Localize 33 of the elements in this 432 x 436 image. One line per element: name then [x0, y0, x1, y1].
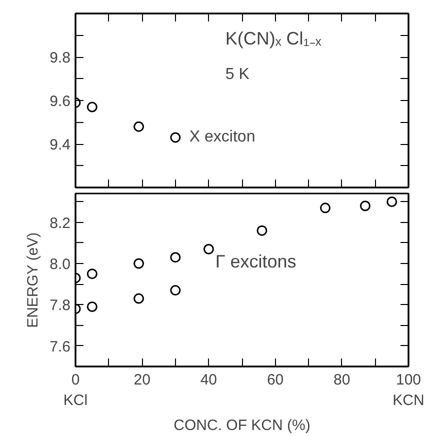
y-tick-label: 9.8	[50, 50, 71, 66]
point	[134, 258, 144, 269]
point	[386, 196, 398, 207]
point	[86, 268, 98, 280]
annotation: 5 K	[225, 66, 250, 84]
point	[360, 200, 370, 212]
point	[86, 302, 98, 312]
point	[86, 102, 98, 112]
y-tick-label: 7.8	[50, 297, 71, 314]
x-tick-label: 40	[200, 372, 218, 388]
annotation: K(CN)ₓ Cl₁₋ₓ	[225, 28, 322, 48]
y-tick-label: 7.6	[50, 338, 71, 356]
x-tick-label: 60	[266, 372, 284, 388]
point	[203, 244, 214, 254]
point	[256, 225, 268, 236]
point	[134, 293, 144, 304]
annotation: Γ excitons	[215, 251, 296, 272]
annotation: X exciton	[189, 128, 256, 146]
x-tick-label: 80	[334, 372, 350, 388]
point	[170, 285, 181, 296]
point	[320, 202, 330, 214]
y-axis-title: ENERGY (eV)	[24, 232, 42, 328]
x-axis-title: CONC. OF KCN (%)	[174, 416, 310, 434]
x-tick-label: 0 KCl	[63, 372, 88, 409]
x-tick-label: 20	[134, 372, 150, 388]
y-tick-label: 9.4	[50, 136, 71, 154]
x-tick-label: 100 KCN	[392, 372, 424, 409]
y-tick-label: 8.0	[50, 256, 71, 274]
point	[170, 252, 181, 263]
y-tick-label: 9.6	[50, 93, 71, 110]
point	[134, 121, 144, 132]
point	[170, 132, 181, 143]
y-tick-label: 8.2	[50, 214, 71, 232]
